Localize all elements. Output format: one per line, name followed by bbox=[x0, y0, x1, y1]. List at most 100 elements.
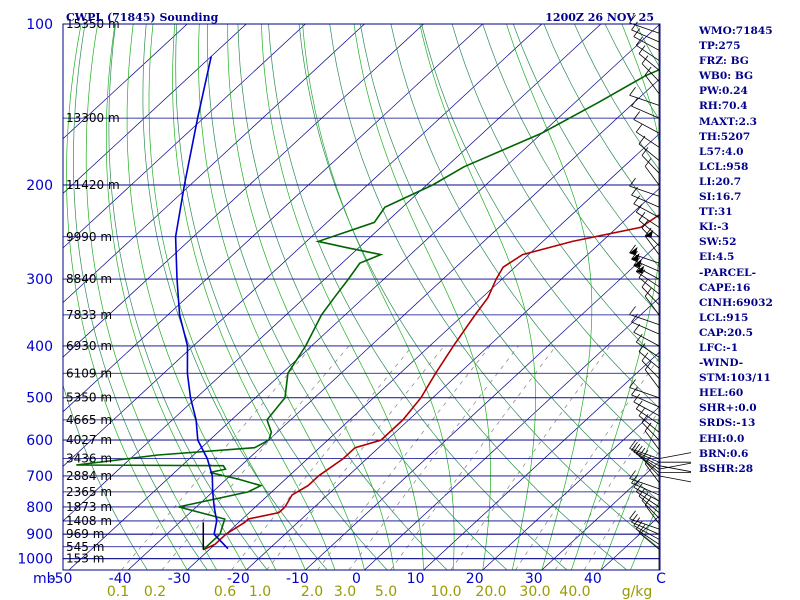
wind-barb-feather bbox=[633, 479, 641, 488]
wind-barb-feather bbox=[635, 400, 643, 410]
wind-barb-feather bbox=[629, 244, 636, 254]
mixing-ratio-label: 5.0 bbox=[375, 584, 397, 600]
index-row: -WIND- bbox=[699, 357, 744, 370]
mixing-ratio-label: 2.0 bbox=[301, 584, 323, 600]
height-label: 2884 m bbox=[66, 469, 112, 483]
height-label: 545 m bbox=[66, 540, 104, 554]
dewpoint-profile bbox=[76, 68, 660, 551]
wind-barb bbox=[631, 105, 660, 119]
wind-barb bbox=[631, 29, 660, 43]
height-label: 6930 m bbox=[66, 339, 112, 353]
wind-barb bbox=[638, 143, 660, 161]
wind-barb-pennant bbox=[645, 230, 654, 238]
wind-barb-feather bbox=[641, 492, 649, 501]
wind-barb-feather bbox=[638, 45, 646, 54]
wind-barb-feather bbox=[638, 487, 646, 497]
pressure-tick-label: 600 bbox=[26, 433, 53, 449]
dry-adiabat-line bbox=[108, 24, 268, 570]
mixing-ratio-line bbox=[554, 408, 660, 570]
wind-barb-feather bbox=[633, 517, 641, 526]
index-row: -PARCEL- bbox=[699, 266, 756, 279]
index-row: BRN:0.6 bbox=[699, 447, 749, 460]
wind-barb bbox=[633, 401, 660, 416]
wind-barb-pennant bbox=[629, 246, 638, 255]
pressure-tick-label: 300 bbox=[26, 272, 53, 288]
mixing-ratio-label: 20.0 bbox=[475, 584, 506, 600]
isotherm-line bbox=[63, 24, 483, 413]
dry-adiabat-line bbox=[206, 24, 448, 570]
wind-barb-feather bbox=[641, 55, 649, 64]
pressure-tick-label: 1000 bbox=[17, 552, 53, 568]
wind-barb-feather bbox=[644, 66, 652, 76]
index-row: FRZ: BG bbox=[699, 55, 749, 68]
index-row: PW:0.24 bbox=[699, 85, 748, 98]
mixing-ratio-label: 10.0 bbox=[430, 584, 461, 600]
wind-barb bbox=[638, 53, 660, 71]
height-label: 11420 m bbox=[66, 178, 120, 192]
temperature-tick-label: -40 bbox=[109, 571, 132, 587]
index-row: EI:4.5 bbox=[699, 251, 735, 264]
dry-adiabat-line bbox=[359, 24, 660, 503]
index-row: BSHR:28 bbox=[699, 462, 754, 475]
moist-adiabat-line bbox=[66, 24, 188, 570]
mixing-ratio-label: 30.0 bbox=[519, 584, 550, 600]
wind-barb-feather bbox=[635, 263, 643, 272]
dry-adiabat-line bbox=[512, 24, 660, 269]
wind-barb bbox=[633, 36, 660, 51]
wind-barb bbox=[644, 74, 660, 94]
wind-barb bbox=[644, 369, 660, 389]
wind-barb-feather bbox=[641, 278, 649, 288]
moist-adiabat-line bbox=[126, 24, 277, 570]
isotherm-line bbox=[541, 460, 660, 570]
mixing-ratio-line bbox=[390, 345, 557, 570]
index-row: SHR+:0.0 bbox=[699, 402, 757, 415]
moist-adiabat-line bbox=[353, 24, 491, 570]
wind-barb-feather bbox=[641, 352, 649, 361]
wind-barb-feather bbox=[638, 524, 646, 533]
moist-adiabat-line bbox=[506, 24, 593, 570]
wind-barb-feather bbox=[641, 147, 649, 156]
wind-barb-feather bbox=[629, 14, 636, 24]
moist-adiabat-line bbox=[172, 24, 336, 570]
wind-barb-feather bbox=[635, 520, 643, 530]
wind-barb-feather bbox=[633, 324, 641, 333]
wind-barb bbox=[629, 387, 660, 399]
mixing-ratio-line bbox=[450, 345, 611, 570]
wind-barb-feather bbox=[638, 269, 646, 278]
wind-barb bbox=[631, 321, 660, 335]
isotherm-line bbox=[246, 187, 660, 570]
dry-adiabat-line bbox=[421, 24, 660, 410]
wind-barb bbox=[629, 252, 660, 264]
wind-barb bbox=[633, 119, 660, 134]
wind-barb bbox=[629, 448, 660, 460]
temperature-unit-label: C bbox=[656, 571, 666, 587]
wind-barb-feather bbox=[629, 440, 636, 449]
mixing-ratio-line bbox=[583, 449, 660, 570]
temperature-tick-label: -50 bbox=[50, 571, 73, 587]
wind-barb-feather bbox=[633, 111, 641, 120]
wind-barb bbox=[629, 478, 660, 490]
height-label: 4027 m bbox=[66, 433, 112, 447]
isotherm-line bbox=[63, 24, 602, 522]
moist-adiabat-line bbox=[85, 24, 218, 570]
mixing-ratio-line bbox=[161, 345, 350, 570]
temperature-tick-label: 30 bbox=[525, 571, 543, 587]
temperature-tick-label: -20 bbox=[227, 571, 250, 587]
dry-adiabat-line bbox=[73, 24, 208, 570]
wind-barb-feather bbox=[631, 513, 638, 523]
wind-barb-feather bbox=[631, 386, 638, 396]
wind-barb-feather bbox=[631, 21, 638, 31]
wind-barb-feather bbox=[629, 470, 636, 479]
wind-barb-feather bbox=[644, 496, 652, 506]
mixing-ratio-line bbox=[515, 356, 660, 570]
wind-barb-feather bbox=[633, 257, 641, 266]
pressure-unit-label: mb bbox=[33, 571, 56, 587]
wind-barb bbox=[636, 408, 660, 425]
index-row: STM:103/11 bbox=[699, 372, 771, 385]
isotherm-line bbox=[186, 132, 660, 570]
wind-barb-feather bbox=[635, 333, 643, 343]
wind-barb bbox=[641, 457, 660, 477]
index-row: TT:31 bbox=[699, 206, 733, 219]
wind-barb-feather bbox=[635, 37, 643, 46]
index-row: CINH:69032 bbox=[699, 296, 773, 309]
